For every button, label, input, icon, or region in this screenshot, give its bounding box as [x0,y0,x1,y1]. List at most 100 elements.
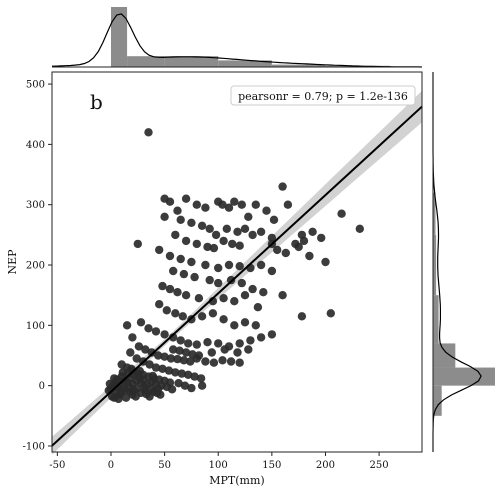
main-plot-frame [51,71,423,453]
scatter-point [144,324,153,333]
x-axis: -50 0 50 100 150 200 250 [49,452,389,471]
scatter-point [181,194,191,203]
y-tick-label: -100 [23,441,45,452]
scatter-point [237,200,246,209]
y-tick-label: 400 [26,140,45,151]
scatter-point [246,336,255,345]
x-hist-bar [127,56,165,67]
scatter-point [165,251,175,261]
scatter-point [122,321,132,330]
x-tick-label: 0 [108,460,114,471]
scatter-point [203,338,212,347]
x-tick-label: 50 [158,460,171,471]
scatter-point [165,197,175,206]
scatter-point [240,291,250,300]
y-tick-label: 200 [26,261,45,272]
x-hist-bar [218,60,272,67]
scatter-point [269,215,279,224]
x-hist-bar [164,56,219,67]
scatter-point [140,382,149,392]
ci-band [52,90,422,455]
scatter-point [219,315,228,324]
scatter-point [233,227,242,236]
x-tick-label: 100 [209,460,228,471]
scatter-point [267,233,277,243]
scatter-point [160,212,169,221]
scatter-point [171,368,180,377]
scatter-point [214,278,223,288]
y-tick-label: 0 [39,381,45,392]
scatter-point [281,248,290,258]
scatter-point [251,200,260,209]
y-tick-label: 100 [26,321,45,332]
regression-line-group [51,105,423,447]
scatter-point [179,269,189,279]
annotation-box [230,85,416,106]
scatter-point [214,339,223,348]
scatter-point [326,309,335,318]
x-hist-bar [271,64,326,67]
scatter-point [219,236,228,246]
scatter-point [160,352,169,361]
scatter-point [201,260,210,270]
y-hist-bar [433,343,456,368]
scatter-point [187,383,196,393]
scatter-point [118,368,128,377]
scatter-point [256,227,266,236]
scatter-point [205,275,214,285]
scatter-point [222,224,231,233]
y-hist-bar [433,385,442,416]
scatter-point [126,348,135,357]
scatter-point [181,291,191,300]
scatter-point [160,330,169,339]
regression-line [51,105,423,447]
scatter-point [240,224,250,233]
scatter-point [226,357,236,366]
scatter-point [278,182,287,191]
scatter-point [186,357,195,366]
scatter-point [145,360,154,369]
scatter-point [230,297,239,306]
scatter-point [294,242,303,252]
scatter-point [256,333,266,342]
scatter-point [173,354,182,364]
scatter-point [197,312,207,321]
scatter-point [244,212,253,221]
scatter-point [171,230,180,240]
scatter-point [230,321,239,330]
scatter-point [248,230,257,240]
scatter-point [218,200,227,209]
scatter-point [179,356,189,365]
scatter-point [308,227,317,236]
scatter-point [190,272,199,282]
scatter-point [152,388,162,398]
y-axis: -100 0 100 200 300 400 500 [23,80,52,452]
scatter-point [262,206,271,215]
scatter-point [177,369,186,378]
scatter-points [104,128,364,404]
x-tick-label: 250 [370,460,389,471]
x-tick-label: 150 [262,460,281,471]
panel-label: b [90,90,103,114]
scatter-point [211,230,221,240]
x-tick-label: 200 [316,460,335,471]
scatter-point [209,358,219,367]
scatter-point [305,251,314,261]
scatter-point [253,303,263,312]
scatter-point [283,200,293,209]
scatter-point [173,206,182,215]
scatter-point [235,262,244,271]
scatter-point [178,312,187,321]
scatter-point [134,342,144,351]
scatter-point [141,345,150,354]
scatter-point [205,224,214,233]
scatter-point [240,318,250,327]
scatter-point [107,392,117,401]
scatter-point [166,354,176,363]
scatter-point [114,394,123,404]
scatter-point [155,245,164,255]
scatter-point [251,321,260,330]
scatter-point [248,284,257,294]
scatter-point [235,241,244,250]
